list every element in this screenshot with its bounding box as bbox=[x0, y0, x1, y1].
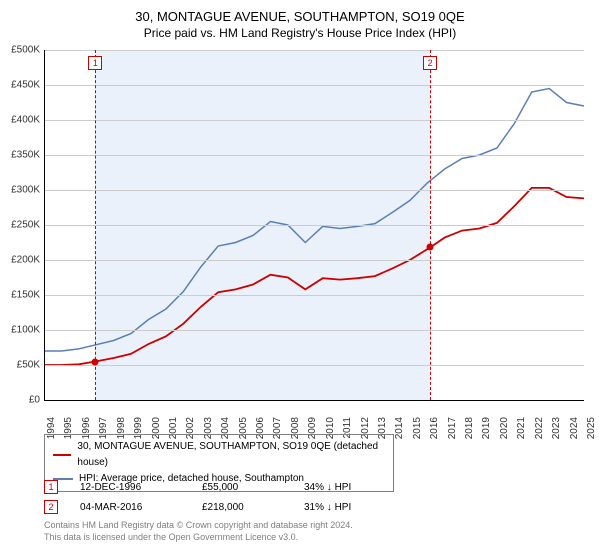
y-axis-label: £200K bbox=[4, 255, 40, 266]
chart-title: 30, MONTAGUE AVENUE, SOUTHAMPTON, SO19 0… bbox=[0, 0, 600, 26]
transaction-row: 1 12-DEC-1996 £55,000 34% ↓ HPI bbox=[44, 480, 351, 494]
x-axis-label: 2015 bbox=[412, 417, 423, 445]
gridline-h bbox=[44, 155, 584, 156]
y-axis-line bbox=[44, 50, 45, 400]
x-axis-label: 2014 bbox=[394, 417, 405, 445]
x-axis-label: 2025 bbox=[586, 417, 597, 445]
x-axis-label: 2020 bbox=[499, 417, 510, 445]
footer-line2: This data is licensed under the Open Gov… bbox=[44, 532, 353, 544]
y-axis-label: £100K bbox=[4, 325, 40, 336]
gridline-h bbox=[44, 225, 584, 226]
y-axis-label: £300K bbox=[4, 185, 40, 196]
transaction-price: £218,000 bbox=[202, 502, 282, 513]
y-axis-label: £350K bbox=[4, 150, 40, 161]
transaction-date: 04-MAR-2016 bbox=[80, 502, 180, 513]
series-line-property bbox=[44, 188, 584, 365]
legend-swatch bbox=[53, 454, 71, 456]
x-axis-label: 2024 bbox=[569, 417, 580, 445]
gridline-h bbox=[44, 120, 584, 121]
series-line-hpi bbox=[44, 89, 584, 352]
transaction-date: 12-DEC-1996 bbox=[80, 482, 180, 493]
footer-attribution: Contains HM Land Registry data © Crown c… bbox=[44, 520, 353, 543]
x-axis-label: 2017 bbox=[447, 417, 458, 445]
footer-line1: Contains HM Land Registry data © Crown c… bbox=[44, 520, 353, 532]
data-point-marker bbox=[92, 358, 99, 365]
gridline-h bbox=[44, 260, 584, 261]
gridline-h bbox=[44, 85, 584, 86]
transaction-diff: 31% ↓ HPI bbox=[304, 502, 351, 513]
chart-subtitle: Price paid vs. HM Land Registry's House … bbox=[0, 26, 600, 44]
chart-container: 30, MONTAGUE AVENUE, SOUTHAMPTON, SO19 0… bbox=[0, 0, 600, 560]
y-axis-label: £150K bbox=[4, 290, 40, 301]
x-axis-label: 2019 bbox=[481, 417, 492, 445]
marker-label-box: 2 bbox=[423, 56, 437, 70]
gridline-h bbox=[44, 295, 584, 296]
chart-plot-area: £0£50K£100K£150K£200K£250K£300K£350K£400… bbox=[44, 50, 584, 400]
y-axis-label: £50K bbox=[4, 360, 40, 371]
marker-vline bbox=[430, 50, 431, 400]
x-axis-label: 2022 bbox=[534, 417, 545, 445]
gridline-h bbox=[44, 365, 584, 366]
marker-vline bbox=[95, 50, 96, 400]
legend-label: 30, MONTAGUE AVENUE, SOUTHAMPTON, SO19 0… bbox=[77, 439, 385, 471]
legend-row: 30, MONTAGUE AVENUE, SOUTHAMPTON, SO19 0… bbox=[53, 439, 385, 471]
gridline-h bbox=[44, 330, 584, 331]
y-axis-label: £0 bbox=[4, 395, 40, 406]
y-axis-label: £450K bbox=[4, 80, 40, 91]
transaction-index-box: 2 bbox=[44, 500, 58, 514]
gridline-h bbox=[44, 400, 584, 401]
data-point-marker bbox=[427, 244, 434, 251]
y-axis-label: £250K bbox=[4, 220, 40, 231]
transaction-row: 2 04-MAR-2016 £218,000 31% ↓ HPI bbox=[44, 500, 351, 514]
gridline-h bbox=[44, 190, 584, 191]
x-axis-label: 2018 bbox=[464, 417, 475, 445]
transactions-table: 1 12-DEC-1996 £55,000 34% ↓ HPI 2 04-MAR-2016… bbox=[44, 480, 351, 520]
x-axis-label: 2023 bbox=[551, 417, 562, 445]
gridline-h bbox=[44, 50, 584, 51]
x-axis-label: 2016 bbox=[429, 417, 440, 445]
transaction-price: £55,000 bbox=[202, 482, 282, 493]
y-axis-label: £400K bbox=[4, 115, 40, 126]
marker-label-box: 1 bbox=[88, 56, 102, 70]
y-axis-label: £500K bbox=[4, 45, 40, 56]
transaction-diff: 34% ↓ HPI bbox=[304, 482, 351, 493]
x-axis-label: 2021 bbox=[516, 417, 527, 445]
transaction-index-box: 1 bbox=[44, 480, 58, 494]
